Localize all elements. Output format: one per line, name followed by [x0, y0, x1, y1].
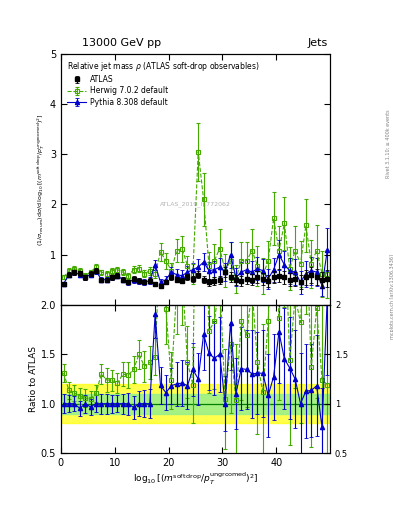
Y-axis label: Ratio to ATLAS: Ratio to ATLAS	[29, 346, 38, 412]
Text: ATLAS_2019_I1772062: ATLAS_2019_I1772062	[160, 202, 231, 207]
Text: 13000 GeV pp: 13000 GeV pp	[82, 37, 162, 48]
Y-axis label: $(1/\sigma_{\rm resum})\,{\rm d}\sigma/{\rm d}\,\log_{10}[(m^{\rm soft\,drop}/p_: $(1/\sigma_{\rm resum})\,{\rm d}\sigma/{…	[35, 113, 47, 246]
Text: Jets: Jets	[308, 37, 328, 48]
Legend: ATLAS, Herwig 7.0.2 default, Pythia 8.308 default: ATLAS, Herwig 7.0.2 default, Pythia 8.30…	[65, 57, 262, 109]
Bar	[61, 384, 330, 423]
Text: mcplots.cern.ch [arXiv:1306.3436]: mcplots.cern.ch [arXiv:1306.3436]	[390, 254, 393, 339]
Text: Rivet 3.1.10; ≥ 400k events: Rivet 3.1.10; ≥ 400k events	[386, 109, 391, 178]
X-axis label: $\log_{10}[(m^{\rm soft\,drop}/p_T^{\rm ungroomed})^2]$: $\log_{10}[(m^{\rm soft\,drop}/p_T^{\rm …	[133, 471, 258, 487]
Bar	[61, 394, 330, 414]
